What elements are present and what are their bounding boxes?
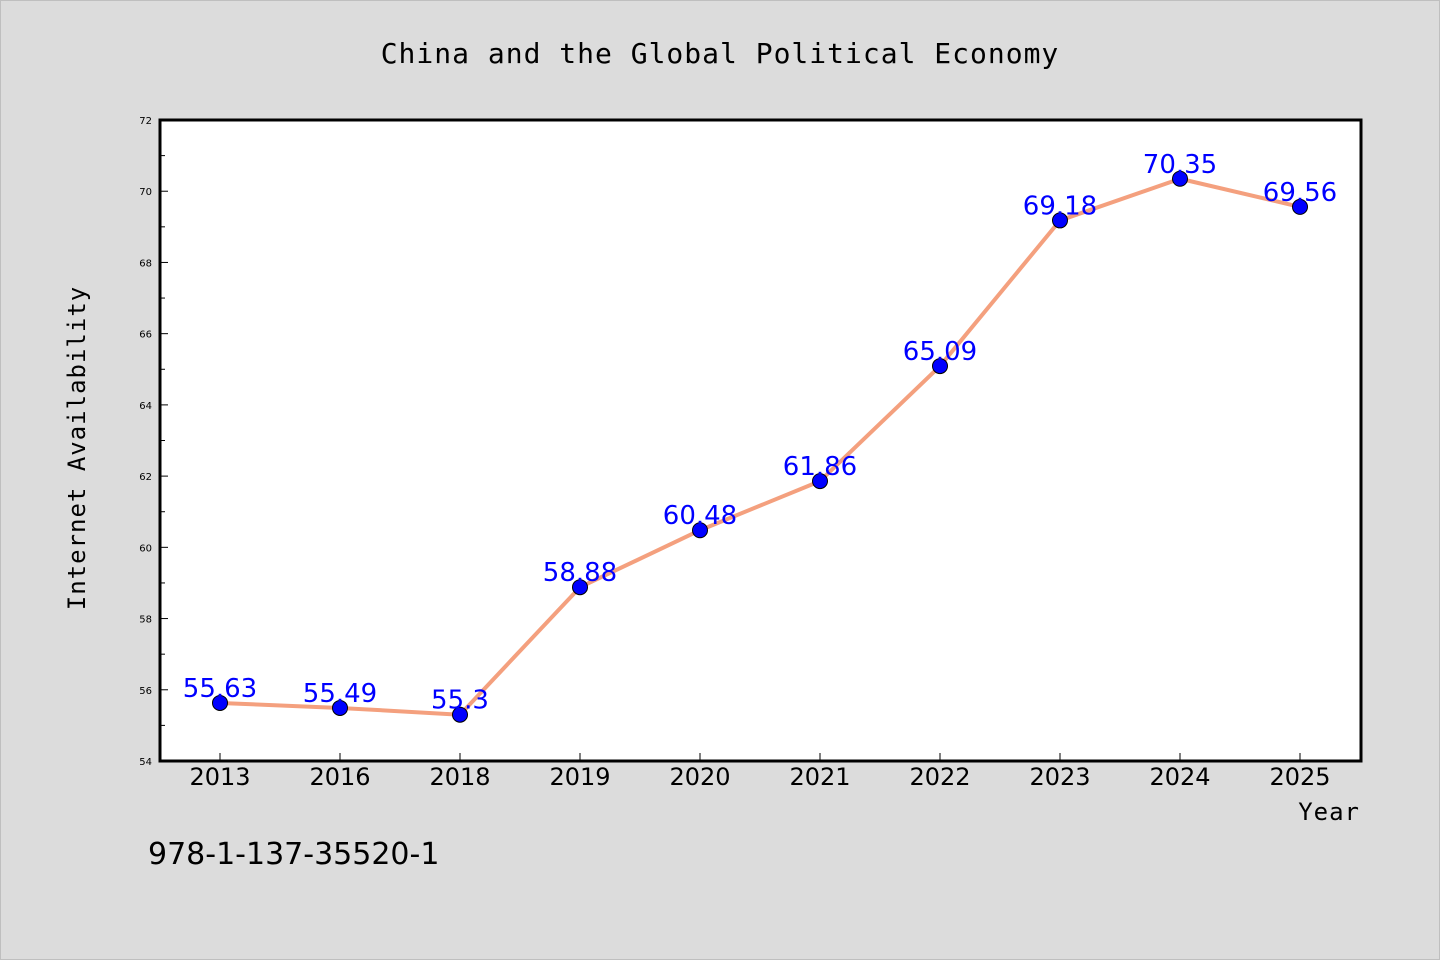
- data-point: [1292, 198, 1308, 215]
- data-point: [812, 473, 828, 490]
- y-tick-label: 72: [139, 116, 152, 127]
- data-point: [1052, 212, 1068, 229]
- y-tick-label: 68: [139, 258, 152, 269]
- data-point: [692, 522, 708, 539]
- x-tick-label: 2013: [189, 763, 250, 791]
- series-line: [219, 176, 1301, 717]
- isbn-text: 978-1-137-35520-1: [148, 837, 439, 872]
- markers-group: [212, 170, 1308, 723]
- y-tick-label: 66: [139, 330, 152, 341]
- y-tick-label: 62: [139, 472, 152, 483]
- data-label: 60.48: [663, 501, 737, 531]
- x-tick-label: 2019: [549, 763, 610, 791]
- data-label: 70.35: [1143, 150, 1217, 180]
- y-tick-label: 58: [139, 615, 152, 626]
- x-axis: 2013 2016 2018 2019 2020 2021 2022 2023 2024 2025: [189, 753, 1331, 791]
- data-label: 55.63: [183, 674, 257, 704]
- y-tick-label: 64: [139, 401, 152, 412]
- data-label: 55.3: [431, 686, 489, 716]
- y-tick-label: 54: [139, 757, 152, 768]
- data-point: [452, 706, 468, 723]
- data-label: 61.86: [783, 452, 857, 482]
- data-point: [932, 358, 948, 375]
- data-label: 69.18: [1023, 191, 1097, 221]
- data-labels-group: 55.63 55.49 55.3 58.88 60.48 61.86 65.09 69.18 7…: [183, 150, 1337, 716]
- data-label: 69.56: [1263, 178, 1337, 208]
- data-point: [1172, 170, 1188, 187]
- data-label: 65.09: [903, 337, 977, 367]
- y-axis-label: Internet Availability: [63, 286, 91, 610]
- x-tick-label: 2018: [429, 763, 490, 791]
- data-point: [572, 579, 588, 596]
- x-tick-label: 2016: [309, 763, 370, 791]
- x-tick-label: 2021: [789, 763, 850, 791]
- series-line-group: [219, 176, 1301, 717]
- data-label: 55.49: [303, 679, 377, 709]
- data-point: [332, 699, 348, 716]
- x-tick-label: 2023: [1029, 763, 1090, 791]
- y-tick-label: 70: [139, 187, 152, 198]
- chart-title: China and the Global Political Economy: [381, 37, 1060, 70]
- x-tick-label: 2022: [909, 763, 970, 791]
- x-tick-label: 2025: [1269, 763, 1330, 791]
- data-point: [212, 694, 228, 711]
- y-tick-label: 56: [139, 686, 152, 697]
- x-axis-label: Year: [1298, 798, 1360, 826]
- plot-area: [158, 118, 1363, 763]
- data-label: 58.88: [543, 558, 617, 588]
- x-tick-label: 2020: [669, 763, 730, 791]
- y-axis: 54 56 58 60 62 64 66 68 70 72: [139, 116, 168, 768]
- x-tick-label: 2024: [1149, 763, 1210, 791]
- y-tick-label: 60: [139, 543, 152, 554]
